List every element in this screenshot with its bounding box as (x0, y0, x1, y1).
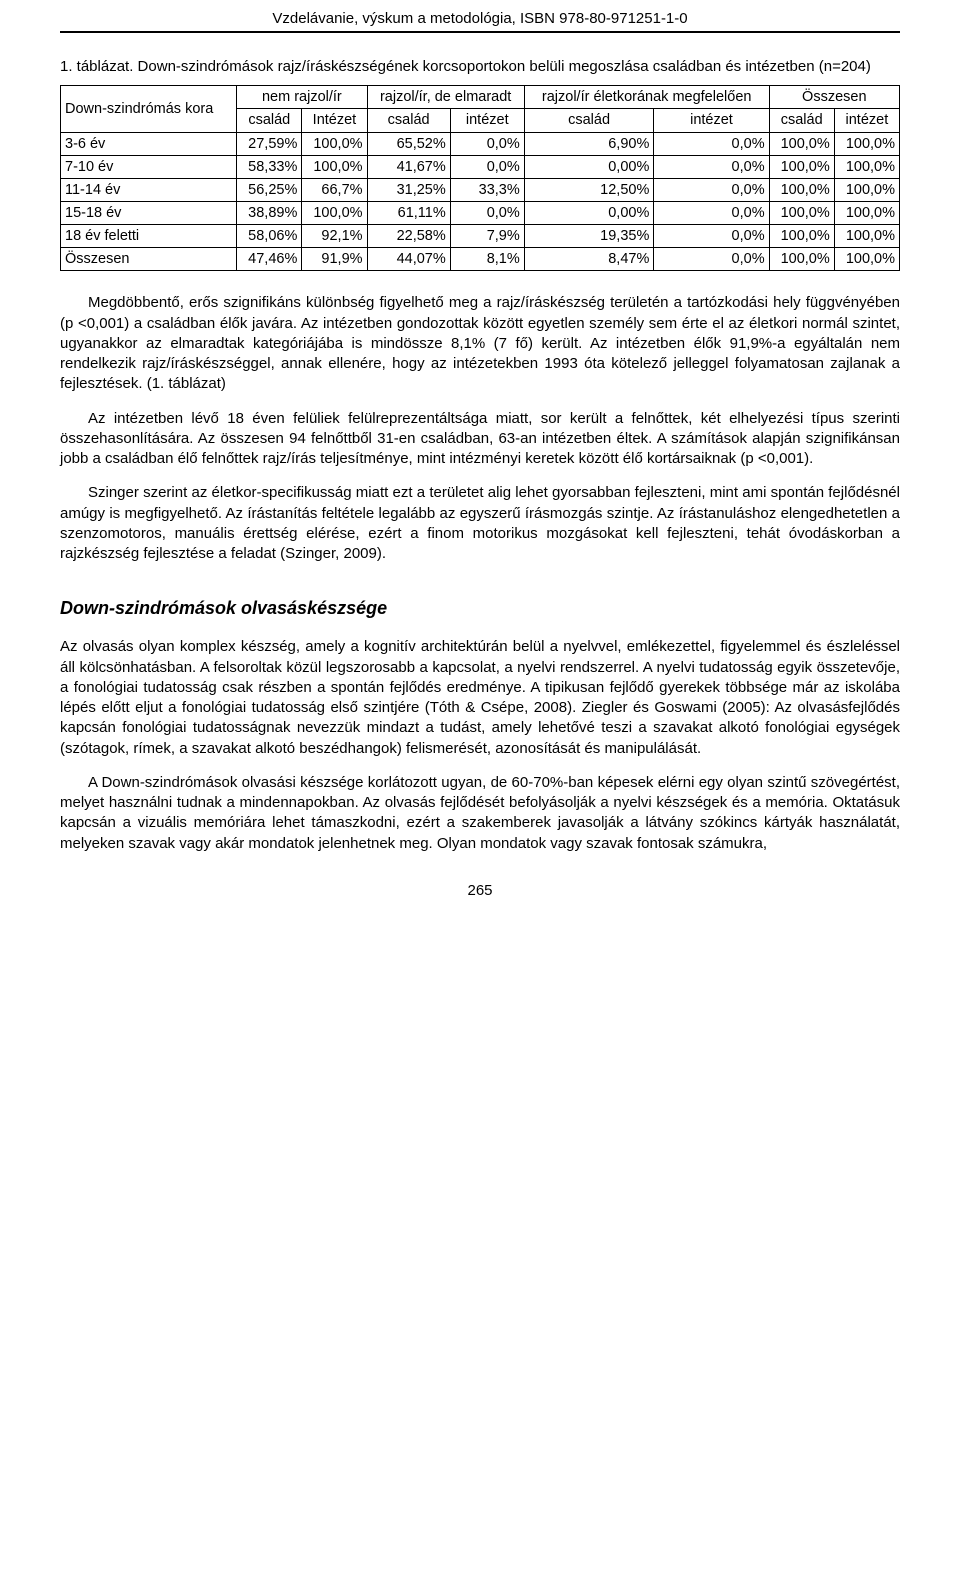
cell: 33,3% (450, 178, 524, 201)
col-header-age: Down-szindrómás kora (61, 86, 237, 132)
subhead-inst: intézet (450, 109, 524, 132)
cell: 6,90% (524, 132, 654, 155)
row-label: 3-6 év (61, 132, 237, 155)
table-body: 3-6 év 27,59% 100,0% 65,52% 0,0% 6,90% 0… (61, 132, 900, 271)
cell: 100,0% (302, 132, 367, 155)
cell: 0,0% (450, 155, 524, 178)
cell: 58,06% (237, 225, 302, 248)
table-header-row-1: Down-szindrómás kora nem rajzol/ír rajzo… (61, 86, 900, 109)
table-caption-lead: 1. táblázat. (60, 58, 133, 75)
cell: 100,0% (769, 225, 834, 248)
cell: 0,00% (524, 201, 654, 224)
cell: 47,46% (237, 248, 302, 271)
cell: 100,0% (302, 201, 367, 224)
cell: 0,0% (654, 248, 769, 271)
cell: 100,0% (769, 248, 834, 271)
data-table: Down-szindrómás kora nem rajzol/ír rajzo… (60, 85, 900, 271)
cell: 8,47% (524, 248, 654, 271)
cell: 100,0% (769, 155, 834, 178)
col-header-group4: Összesen (769, 86, 899, 109)
row-label: 11-14 év (61, 178, 237, 201)
cell: 100,0% (769, 201, 834, 224)
subhead-inst: Intézet (302, 109, 367, 132)
subhead-family: család (769, 109, 834, 132)
cell: 22,58% (367, 225, 450, 248)
section-title: Down-szindrómások olvasáskészsége (60, 598, 900, 619)
col-header-group2: rajzol/ír, de elmaradt (367, 86, 524, 109)
cell: 100,0% (834, 201, 899, 224)
col-header-group1: nem rajzol/ír (237, 86, 367, 109)
cell: 38,89% (237, 201, 302, 224)
body-paragraph: Megdöbbentő, erős szignifikáns különbség… (60, 293, 900, 394)
cell: 0,0% (450, 132, 524, 155)
body-paragraph: Szinger szerint az életkor-specifikusság… (60, 483, 900, 564)
cell: 56,25% (237, 178, 302, 201)
subhead-family: család (524, 109, 654, 132)
cell: 100,0% (834, 132, 899, 155)
subhead-family: család (367, 109, 450, 132)
cell: 91,9% (302, 248, 367, 271)
body-paragraph: Az intézetben lévő 18 éven felüliek felü… (60, 409, 900, 470)
cell: 27,59% (237, 132, 302, 155)
cell: 65,52% (367, 132, 450, 155)
cell: 0,0% (654, 132, 769, 155)
table-row: Összesen 47,46% 91,9% 44,07% 8,1% 8,47% … (61, 248, 900, 271)
cell: 100,0% (302, 155, 367, 178)
row-label: 7-10 év (61, 155, 237, 178)
cell: 31,25% (367, 178, 450, 201)
table-caption-rest: Down-szindrómások rajz/íráskészségének k… (133, 58, 870, 75)
cell: 0,0% (654, 155, 769, 178)
subhead-inst: intézet (834, 109, 899, 132)
cell: 100,0% (834, 155, 899, 178)
cell: 100,0% (769, 178, 834, 201)
col-header-group3: rajzol/ír életkorának megfelelően (524, 86, 769, 109)
cell: 100,0% (769, 132, 834, 155)
cell: 44,07% (367, 248, 450, 271)
cell: 7,9% (450, 225, 524, 248)
body-paragraph: A Down-szindrómások olvasási készsége ko… (60, 773, 900, 854)
cell: 0,00% (524, 155, 654, 178)
subhead-inst: intézet (654, 109, 769, 132)
cell: 19,35% (524, 225, 654, 248)
cell: 8,1% (450, 248, 524, 271)
cell: 12,50% (524, 178, 654, 201)
cell: 0,0% (654, 201, 769, 224)
cell: 100,0% (834, 178, 899, 201)
table-row: 18 év feletti 58,06% 92,1% 22,58% 7,9% 1… (61, 225, 900, 248)
cell: 41,67% (367, 155, 450, 178)
table-row: 15-18 év 38,89% 100,0% 61,11% 0,0% 0,00%… (61, 201, 900, 224)
cell: 100,0% (834, 225, 899, 248)
cell: 100,0% (834, 248, 899, 271)
row-label: 18 év feletti (61, 225, 237, 248)
table-row: 3-6 év 27,59% 100,0% 65,52% 0,0% 6,90% 0… (61, 132, 900, 155)
row-label: 15-18 év (61, 201, 237, 224)
page-number: 265 (60, 882, 900, 899)
table-row: 7-10 év 58,33% 100,0% 41,67% 0,0% 0,00% … (61, 155, 900, 178)
cell: 0,0% (450, 201, 524, 224)
cell: 92,1% (302, 225, 367, 248)
cell: 61,11% (367, 201, 450, 224)
cell: 58,33% (237, 155, 302, 178)
page: Vzdelávanie, výskum a metodológia, ISBN … (0, 0, 960, 949)
table-row: 11-14 év 56,25% 66,7% 31,25% 33,3% 12,50… (61, 178, 900, 201)
table-caption: 1. táblázat. Down-szindrómások rajz/írás… (60, 57, 900, 77)
body-paragraph: Az olvasás olyan komplex készség, amely … (60, 637, 900, 759)
running-head: Vzdelávanie, výskum a metodológia, ISBN … (60, 0, 900, 33)
row-label: Összesen (61, 248, 237, 271)
subhead-family: család (237, 109, 302, 132)
cell: 0,0% (654, 225, 769, 248)
cell: 66,7% (302, 178, 367, 201)
cell: 0,0% (654, 178, 769, 201)
